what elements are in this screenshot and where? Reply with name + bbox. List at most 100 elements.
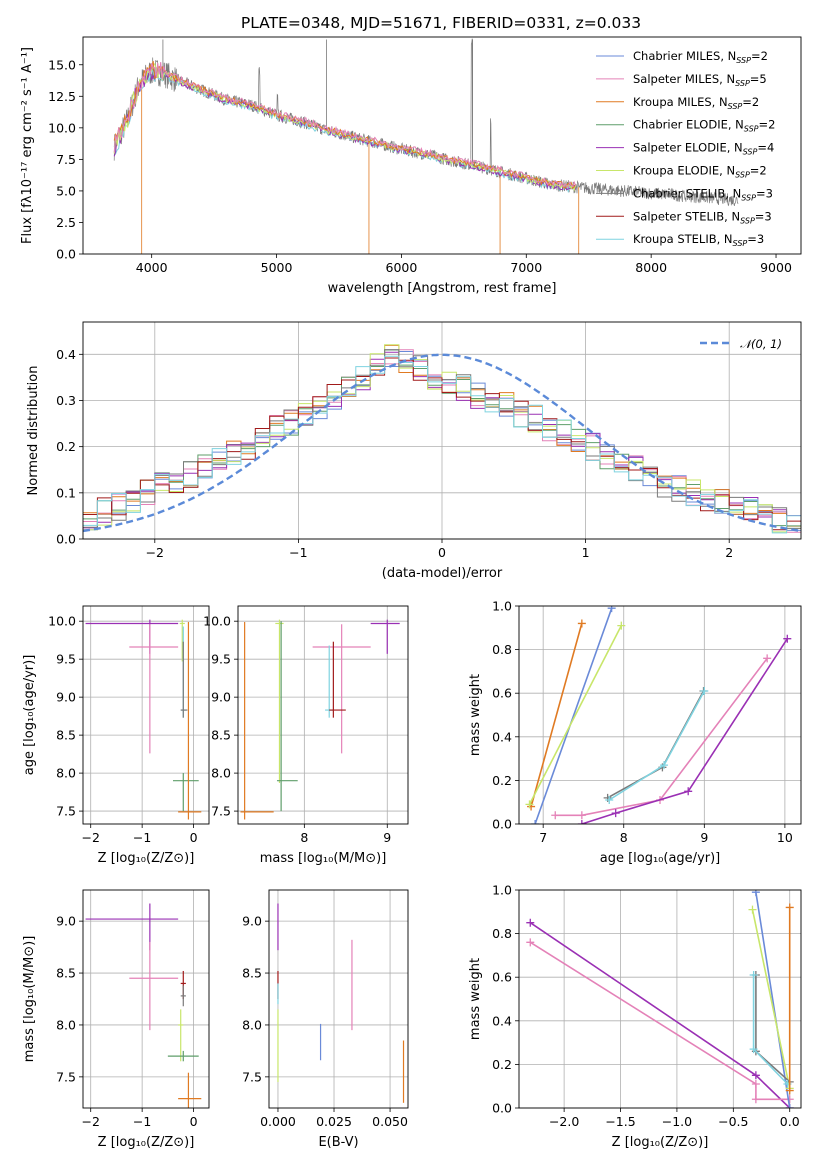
histogram-kroupa_stelib <box>83 355 801 534</box>
weight-marker-salpeter_elodie <box>783 634 792 643</box>
plot-area <box>277 903 405 1103</box>
errorbar-kroupa_miles <box>178 621 202 820</box>
x-tick-label: 0.050 <box>372 1114 408 1129</box>
y-tick-label: 8.5 <box>56 966 76 981</box>
y-tick-label: 7.5 <box>56 804 76 819</box>
weight-marker-kroupa_elodie <box>748 905 757 914</box>
model-spectrum-kroupa_miles <box>113 60 577 190</box>
y-tick-label: 0.6 <box>492 970 512 985</box>
errorbar-salpeter_miles <box>129 941 179 1031</box>
weight-marker-kroupa_stelib <box>660 761 669 770</box>
y-ticks: 0.0 0.1 0.2 0.3 0.4 <box>56 347 83 547</box>
panel-weight_vs_Z: −2.0 −1.5 −1.0 −0.5 0.0 0.0 0.2 0.4 0.6 0.8 1.0 Z [… <box>468 883 802 1150</box>
y-axis-label: age [log₁₀(age/yr)] <box>22 655 37 776</box>
x-tick-label: 9 <box>700 830 708 845</box>
plot-area <box>526 890 794 1108</box>
panel-weight_vs_age: 7 8 9 10 0.0 0.2 0.4 0.6 0.8 1.0 age [log₁₀(age/yr… <box>468 599 802 866</box>
axes-frame <box>82 889 210 1109</box>
errorbar-salpeter_elodie <box>85 619 179 654</box>
x-tick-label: 6000 <box>386 260 418 275</box>
errorbar-chabrier_elodie <box>276 621 298 812</box>
x-axis-label: Z [log₁₀(Z/Z⊙)] <box>612 1135 709 1150</box>
x-axis-label: E(B-V) <box>318 1135 358 1150</box>
axes-frame <box>82 36 802 255</box>
x-ticks: 7 8 9 10 <box>539 824 793 845</box>
x-tick-label: 0.000 <box>260 1114 296 1129</box>
x-tick-label: 2 <box>725 545 733 560</box>
weight-line-chabrier_miles <box>534 607 613 824</box>
weight-marker-salpeter_elodie <box>611 809 620 818</box>
y-tick-label: 0.4 <box>492 1013 512 1028</box>
x-tick-label: −2 <box>81 1114 99 1129</box>
y-ticks: 7.5 8.0 8.5 9.0 9.5 10.0 <box>48 614 83 819</box>
x-tick-label: 0 <box>190 1114 198 1129</box>
x-tick-label: −2 <box>81 830 99 845</box>
errorbar-salpeter_stelib <box>329 641 346 718</box>
panel-mass_vs_Z: −2 −1 0 7.5 8.0 8.5 9.0 Z [log₁₀(Z/Z⊙)] mass [lo… <box>22 889 210 1150</box>
panel-mass_vs_EBV: 0.000 0.025 0.050 7.5 8.0 8.5 9.0 E(B-V) <box>242 889 409 1150</box>
legend-label: Kroupa MILES, NSSP=2 <box>633 95 759 111</box>
x-tick-label: 0 <box>438 545 446 560</box>
axes-frame <box>518 605 802 825</box>
y-axis-label: Flux [fλ10⁻¹⁷ erg cm⁻² s⁻¹ A⁻¹] <box>20 47 35 244</box>
x-tick-label: 7 <box>539 830 547 845</box>
x-tick-label: 9000 <box>760 260 792 275</box>
x-tick-label: 10 <box>777 830 793 845</box>
legend-label: Salpeter MILES, NSSP=5 <box>633 72 767 88</box>
y-axis-label: mass weight <box>468 674 483 756</box>
weight-line-chabrier_stelib <box>607 690 705 799</box>
weight-marker-salpeter_elodie <box>526 918 535 927</box>
x-tick-label: 4000 <box>136 260 168 275</box>
errorbar-chabrier_elodie <box>167 1050 199 1062</box>
weight-marker-chabrier_miles <box>531 820 540 824</box>
x-tick-label: 8 <box>300 830 308 845</box>
weight-marker-kroupa_stelib <box>605 796 614 805</box>
plot-area <box>85 619 202 820</box>
x-tick-label: −1 <box>289 545 307 560</box>
y-tick-label: 8.5 <box>242 966 262 981</box>
weight-line-kroupa_elodie <box>751 909 791 1089</box>
y-tick-label: 8.0 <box>242 1017 262 1032</box>
y-tick-label: 0.0 <box>56 532 76 547</box>
weight-marker-salpeter_miles <box>551 811 560 820</box>
x-ticks: 4000 5000 6000 7000 8000 9000 <box>136 254 792 275</box>
x-ticks: −2 −1 0 <box>81 824 198 845</box>
x-tick-label: 9 <box>383 830 391 845</box>
y-tick-label: 0.4 <box>492 729 512 744</box>
plot-area <box>525 606 792 824</box>
weight-marker-kroupa_miles <box>785 903 794 912</box>
errorbar-kroupa_elodie <box>179 619 185 662</box>
y-tick-label: 10.0 <box>48 614 76 629</box>
y-axis-label: mass [log₁₀(M/M⊙)] <box>22 936 37 1063</box>
y-tick-label: 7.5 <box>211 804 231 819</box>
y-tick-label: 5.0 <box>56 183 76 198</box>
plot-area <box>240 619 400 820</box>
model-spectrum-salpeter_elodie <box>113 65 577 191</box>
panel-spectrum: 4000 5000 6000 7000 8000 9000 0.0 2.5 5.0 7.5 10.0… <box>20 36 802 296</box>
weight-marker-kroupa_miles <box>785 1086 794 1095</box>
figure-title: PLATE=0348, MJD=51671, FIBERID=0331, z=0… <box>241 14 641 32</box>
errorbar-kroupa_elodie <box>275 619 284 783</box>
weight-line-kroupa_stelib <box>752 975 789 1085</box>
weight-marker-salpeter_miles <box>577 811 586 820</box>
weight-marker-salpeter_elodie <box>684 787 693 796</box>
model-spectrum-salpeter_miles <box>113 61 577 189</box>
axes-frame <box>518 889 802 1109</box>
y-tick-label: 1.0 <box>492 599 512 614</box>
plot-area <box>83 344 801 534</box>
y-tick-label: 8.0 <box>56 1017 76 1032</box>
weight-marker-salpeter_miles <box>751 1080 760 1089</box>
x-axis-label: (data-model)/error <box>382 566 503 581</box>
y-tick-label: 9.0 <box>56 690 76 705</box>
y-tick-label: 10.0 <box>203 614 231 629</box>
legend-label: Kroupa ELODIE, NSSP=2 <box>633 164 767 180</box>
y-tick-label: 0.4 <box>56 347 76 362</box>
y-tick-label: 9.0 <box>211 690 231 705</box>
weight-marker-kroupa_stelib <box>749 1045 758 1054</box>
y-tick-label: 7.5 <box>56 1069 76 1084</box>
y-ticks: 0.0 0.2 0.4 0.6 0.8 1.0 <box>492 599 519 832</box>
y-tick-label: 9.5 <box>56 652 76 667</box>
x-tick-label: −1 <box>133 830 151 845</box>
axes-frame <box>237 605 409 825</box>
